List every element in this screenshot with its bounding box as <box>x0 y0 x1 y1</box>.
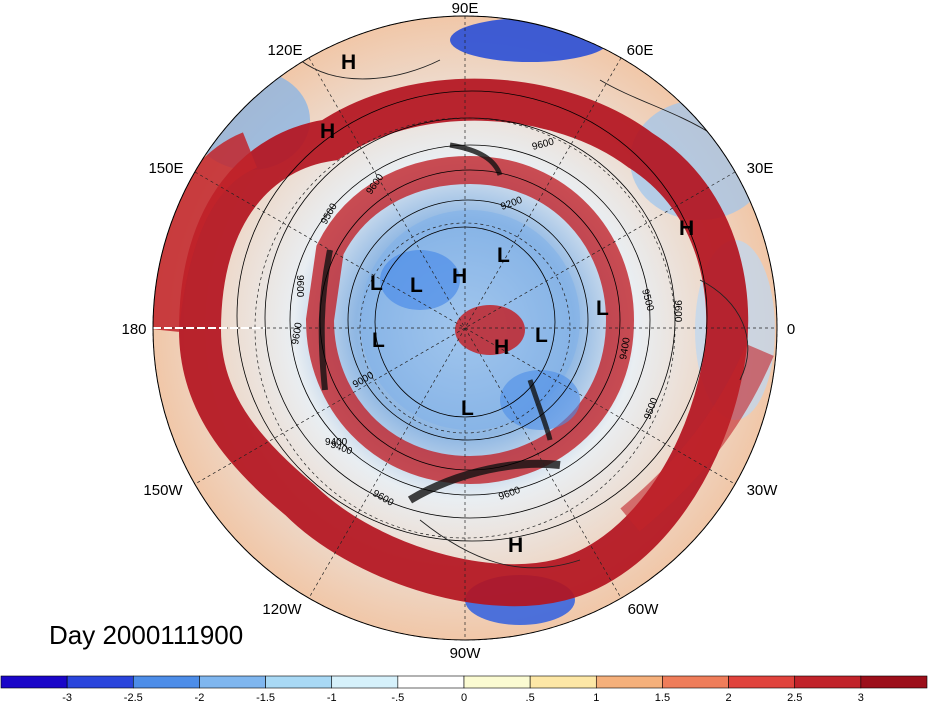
low-marker: L <box>370 272 383 295</box>
low-marker: L <box>410 274 423 297</box>
high-marker: H <box>508 534 523 557</box>
colorbar-swatch <box>595 675 663 689</box>
high-marker: H <box>320 120 335 143</box>
colorbar-swatch <box>331 675 399 689</box>
colorbar-swatch <box>728 675 796 689</box>
high-marker: H <box>494 336 509 359</box>
map-border <box>152 15 778 641</box>
colorbar-tick-label: 1 <box>593 692 599 702</box>
colorbar-swatch <box>397 675 465 689</box>
colorbar: -3 -2.5 -2 -1.5 -1 -.5 0 .5 1 1.5 2 2.5 3 <box>0 675 928 702</box>
lon-label-120e: 120E <box>267 42 302 59</box>
colorbar-swatch <box>132 675 200 689</box>
pressure-system-markers: H H H H H H L L L L L L L <box>320 51 694 557</box>
high-marker: H <box>679 217 694 240</box>
colorbar-tick-label: 2 <box>726 692 732 702</box>
lon-label-60w: 60W <box>628 601 660 618</box>
colorbar-swatch <box>662 675 729 689</box>
low-marker: L <box>372 329 385 352</box>
colorbar-tick-label: 3 <box>858 692 864 702</box>
colorbar-tick-label: -2 <box>195 692 205 702</box>
contour-label: 9400 <box>325 437 348 448</box>
colorbar-swatch <box>199 675 266 689</box>
map-title: Day 2000111900 <box>49 620 244 650</box>
high-marker: H <box>452 265 467 288</box>
colorbar-swatch <box>860 675 928 689</box>
colorbar-swatch <box>529 675 597 689</box>
contour-label: 9600 <box>672 300 683 323</box>
longitude-labels: 90E 60E 30E 0 30W 60W 90W 120W 150W 180 … <box>121 0 795 662</box>
colorbar-swatch <box>794 675 862 689</box>
lon-label-180: 180 <box>121 321 146 338</box>
anomaly-field <box>153 16 777 640</box>
colorbar-tick-label: -2.5 <box>124 692 143 702</box>
colorbar-tick-label: 1.5 <box>655 692 670 702</box>
low-marker: L <box>596 297 609 320</box>
colorbar-tick-label: -.5 <box>391 692 404 702</box>
low-marker: L <box>535 324 548 347</box>
colorbar-tick-label: -3 <box>62 692 72 702</box>
colorbar-tick-label: -1.5 <box>256 692 275 702</box>
lon-label-60e: 60E <box>627 42 654 59</box>
lon-label-150w: 150W <box>143 482 183 499</box>
lon-label-90e: 90E <box>452 0 479 17</box>
colorbar-swatch <box>0 675 68 689</box>
lon-label-90w: 90W <box>450 645 482 662</box>
colorbar-tick-label: 0 <box>461 692 467 702</box>
colorbar-swatch <box>265 675 333 689</box>
lon-label-30e: 30E <box>747 160 774 177</box>
colorbar-tick-label: -1 <box>327 692 337 702</box>
colorbar-swatch <box>66 675 134 689</box>
colorbar-swatch <box>463 675 531 689</box>
contour-label: 9600 <box>294 275 305 298</box>
lon-label-120w: 120W <box>262 601 302 618</box>
contour-label: 9400 <box>618 336 633 360</box>
low-marker: L <box>461 397 474 420</box>
high-marker: H <box>341 51 356 74</box>
low-marker: L <box>497 244 510 267</box>
lon-label-30w: 30W <box>747 482 779 499</box>
contour-label: 9600 <box>290 321 305 345</box>
colorbar-tick-label: .5 <box>526 692 535 702</box>
colorbar-tick-label: 2.5 <box>787 692 802 702</box>
lon-label-150e: 150E <box>148 160 183 177</box>
lon-label-0: 0 <box>787 321 795 338</box>
